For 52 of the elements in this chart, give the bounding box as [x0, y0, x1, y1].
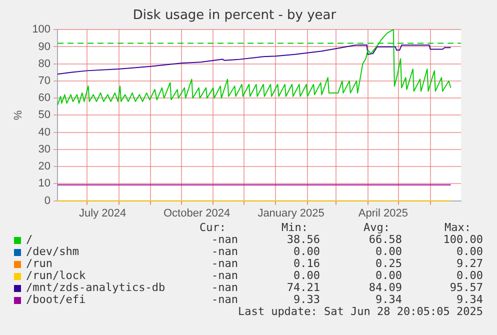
- x-tick-label: October 2024: [163, 207, 230, 220]
- text: 95.57: [450, 281, 483, 294]
- text: 0.16: [294, 257, 320, 270]
- text: 9.27: [456, 257, 483, 270]
- text: Avg:: [364, 221, 390, 234]
- text: 0.00: [456, 269, 483, 282]
- text: 0.00: [376, 245, 402, 258]
- text: 38.56: [286, 233, 320, 246]
- x-tick-label: July 2024: [79, 207, 126, 220]
- text: -nan: [212, 233, 238, 246]
- y-tick-label: 80: [38, 58, 51, 70]
- y-tick-label: 20: [38, 160, 51, 173]
- y-tick-label: 100: [32, 24, 51, 36]
- text: -nan: [212, 257, 238, 270]
- legend-label: /dev/shm: [26, 245, 79, 258]
- chart-title: Disk usage in percent - by year: [132, 8, 337, 24]
- text: -nan: [212, 269, 238, 282]
- text: 100.00: [443, 233, 483, 246]
- text: 0.00: [294, 245, 320, 258]
- text: Min:: [282, 221, 308, 234]
- text: Cur:: [200, 221, 226, 234]
- y-tick-label: 0: [44, 194, 51, 207]
- legend-label: /run: [26, 257, 52, 270]
- x-tick-label: January 2025: [258, 207, 324, 220]
- y-tick-label: 50: [38, 109, 51, 122]
- text: -nan: [212, 293, 238, 306]
- legend-label: /boot/efi: [26, 293, 86, 306]
- y-tick-label: 60: [38, 92, 51, 104]
- text: 9.33: [294, 293, 320, 306]
- text: 74.21: [286, 281, 320, 294]
- text: 9.34: [376, 293, 402, 306]
- text: 84.09: [368, 281, 402, 294]
- text: 0.00: [456, 245, 483, 258]
- legend-label: /run/lock: [26, 269, 86, 282]
- text: Last update: Sat Jun 28 20:05:05 2025: [238, 305, 483, 318]
- legend-label: /: [26, 233, 33, 246]
- text: 9.34: [456, 293, 483, 306]
- y-tick-label: 40: [38, 126, 51, 138]
- text: 0.00: [376, 269, 402, 282]
- text: Max:: [444, 221, 471, 234]
- y-tick-label: 90: [38, 40, 51, 53]
- text: -nan: [212, 281, 238, 294]
- y-tick-label: 30: [38, 143, 51, 156]
- y-axis-title: %: [12, 110, 25, 120]
- y-tick-label: 70: [38, 74, 51, 87]
- x-tick-label: April 2025: [358, 207, 408, 220]
- legend-label: /mnt/zds-analytics-db: [26, 281, 166, 294]
- text: -nan: [212, 245, 238, 258]
- text: 0.00: [294, 269, 320, 282]
- y-tick-label: 10: [38, 178, 51, 190]
- text: 0.25: [376, 257, 402, 270]
- text: 66.58: [368, 233, 402, 246]
